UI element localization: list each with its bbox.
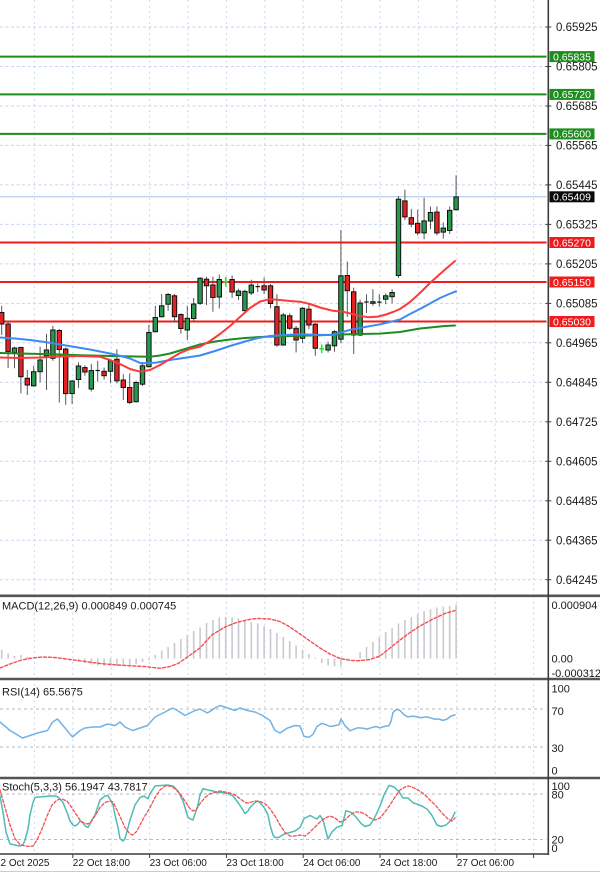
svg-text:0.65030: 0.65030: [553, 316, 591, 328]
svg-text:0.65720: 0.65720: [553, 89, 591, 101]
svg-text:-0.000312: -0.000312: [552, 668, 600, 680]
svg-text:100: 100: [552, 684, 570, 696]
svg-text:100: 100: [552, 781, 570, 793]
svg-text:0.00: 0.00: [552, 654, 573, 666]
svg-text:20: 20: [552, 835, 564, 847]
svg-text:22 Oct 18:00: 22 Oct 18:00: [73, 858, 131, 869]
svg-text:80: 80: [552, 790, 564, 802]
svg-text:23 Oct 18:00: 23 Oct 18:00: [226, 858, 284, 869]
svg-text:0.64845: 0.64845: [556, 378, 598, 390]
svg-text:0.65205: 0.65205: [556, 259, 598, 271]
svg-text:0.64965: 0.64965: [556, 338, 598, 350]
svg-text:MACD(12,26,9) 0.000849 0.00074: MACD(12,26,9) 0.000849 0.000745: [2, 601, 176, 613]
svg-text:0: 0: [552, 766, 558, 778]
svg-text:0: 0: [552, 843, 558, 855]
svg-text:0.65150: 0.65150: [553, 277, 591, 289]
svg-text:0.65325: 0.65325: [556, 220, 598, 232]
svg-text:23 Oct 06:00: 23 Oct 06:00: [150, 858, 208, 869]
svg-text:30: 30: [552, 743, 564, 755]
svg-text:0.64605: 0.64605: [556, 457, 598, 469]
svg-text:0.64245: 0.64245: [556, 575, 598, 587]
svg-text:0.65685: 0.65685: [556, 101, 598, 113]
svg-text:0.65270: 0.65270: [553, 237, 591, 249]
svg-text:0.65600: 0.65600: [553, 129, 591, 141]
svg-text:70: 70: [552, 706, 564, 718]
svg-text:2 Oct 2025: 2 Oct 2025: [1, 858, 50, 869]
svg-text:24 Oct 18:00: 24 Oct 18:00: [380, 858, 438, 869]
svg-text:0.65835: 0.65835: [553, 51, 591, 63]
svg-text:24 Oct 06:00: 24 Oct 06:00: [303, 858, 361, 869]
svg-text:0.64725: 0.64725: [556, 417, 598, 429]
svg-text:0.65925: 0.65925: [556, 22, 598, 34]
svg-text:0.000904: 0.000904: [552, 600, 598, 612]
svg-text:27 Oct 06:00: 27 Oct 06:00: [457, 858, 515, 869]
svg-text:0.64485: 0.64485: [556, 496, 598, 508]
svg-text:RSI(14) 65.5675: RSI(14) 65.5675: [2, 687, 83, 699]
svg-text:0.64365: 0.64365: [556, 535, 598, 547]
svg-text:0.65085: 0.65085: [556, 299, 598, 311]
svg-text:Stoch(5,3,3) 56.1947 43.7817: Stoch(5,3,3) 56.1947 43.7817: [2, 782, 148, 794]
svg-text:0.65805: 0.65805: [556, 62, 598, 74]
svg-text:0.65565: 0.65565: [556, 141, 598, 153]
svg-text:0.65445: 0.65445: [556, 180, 598, 192]
svg-text:0.65409: 0.65409: [553, 192, 591, 204]
